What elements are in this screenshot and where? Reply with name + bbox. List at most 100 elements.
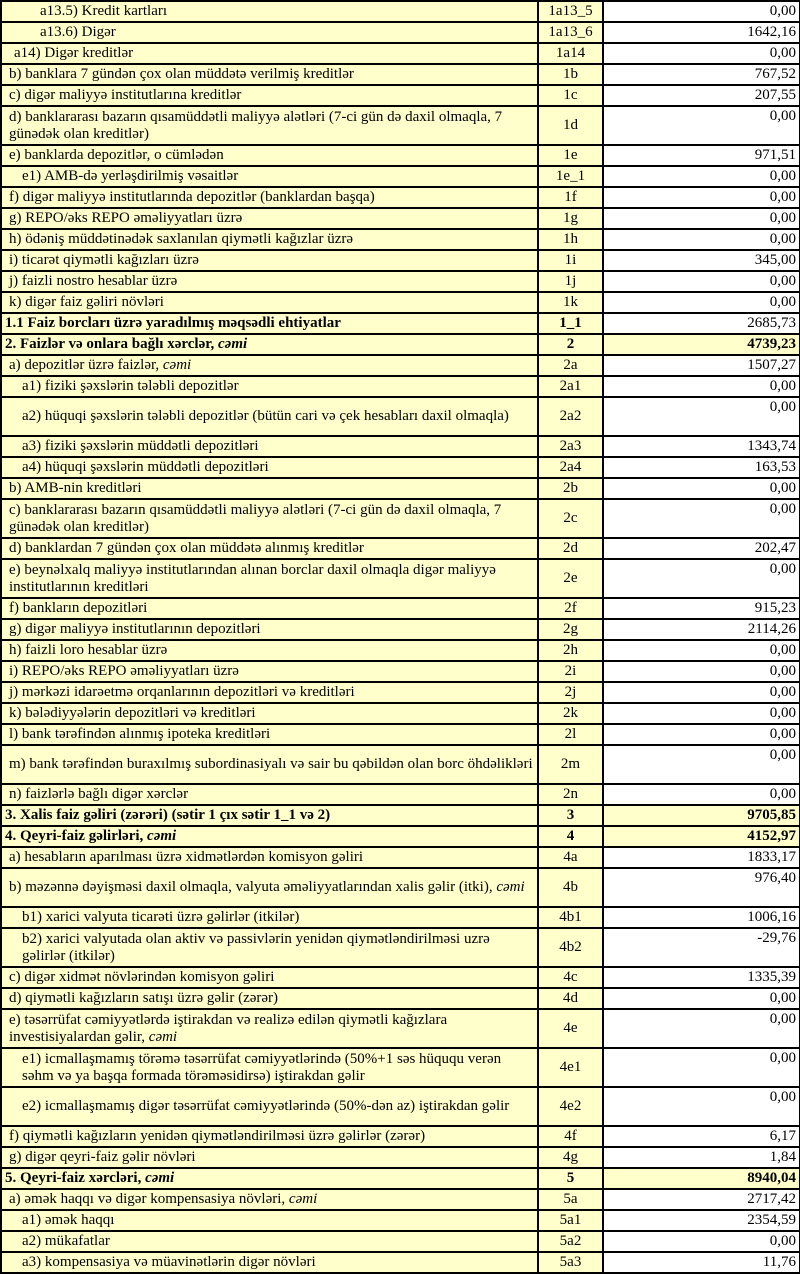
- table-row: j) mərkəzi idarəetmə orqanlarının depozi…: [0, 681, 800, 704]
- table-row: 1.1 Faiz borcları üzrə yaradılmış məqsəd…: [0, 312, 800, 335]
- table-row: a1) fiziki şəxslərin tələbli depozitlər 2…: [0, 375, 800, 398]
- table-row: d) banklararası bazarın qısamüddətli mal…: [0, 105, 800, 146]
- table-row: e) banklarda depozitlər, o cümlədən 1e 971…: [0, 144, 800, 167]
- row-label: i) ticarət qiymətli kağızları üzrə: [9, 252, 199, 268]
- row-code-cell: 2l: [537, 723, 604, 746]
- row-label-cell: a1) əmək haqqı: [0, 1209, 539, 1232]
- row-code: 1a14: [555, 45, 586, 61]
- row-label-cell: f) qiymətli kağızların yenidən qiymətlən…: [0, 1125, 539, 1148]
- row-value: 0,00: [769, 705, 796, 721]
- row-code: 1j: [564, 273, 577, 289]
- row-label-cell: a1) fiziki şəxslərin tələbli depozitlər: [0, 375, 539, 398]
- table-row: b1) xarici valyuta ticarəti üzrə gəlirlə…: [0, 906, 800, 929]
- row-label-cell: 4. Qeyri-faiz gəlirləri, cəmi: [0, 825, 539, 848]
- row-label-cell: f) bankların depozitləri: [0, 597, 539, 620]
- row-value-cell: 4739,23: [602, 333, 800, 356]
- row-label: e1) AMB-də yerləşdirilmiş vəsaitlər: [22, 168, 239, 184]
- row-value: 0,00: [769, 990, 796, 1006]
- row-label: g) digər qeyri-faiz gəlir növləri: [9, 1149, 196, 1165]
- row-value: 2685,73: [747, 315, 796, 331]
- row-code: 4c: [563, 969, 578, 985]
- row-value-cell: 1006,16: [602, 906, 800, 929]
- row-value: 2717,42: [747, 1191, 796, 1207]
- row-code-cell: 5a: [537, 1188, 604, 1211]
- row-code-cell: 1d: [537, 105, 604, 146]
- row-code: 4b: [563, 879, 578, 895]
- table-row: c) digər xidmət növlərindən komisyon gəl…: [0, 966, 800, 989]
- row-value-cell: 0,00: [602, 42, 800, 65]
- row-code-cell: 4e1: [537, 1047, 604, 1088]
- row-code: 1_1: [559, 315, 582, 331]
- table-row: a) depozitlər üzrə faizlər, cəmi 2a 1507,2…: [0, 354, 800, 377]
- row-label-cell: a13.6) Digər: [0, 21, 539, 44]
- row-value: 8940,04: [747, 1170, 796, 1186]
- row-code-cell: 2b: [537, 477, 604, 500]
- row-code-cell: 2a1: [537, 375, 604, 398]
- row-label: 3. Xalis faiz gəliri (zərəri) (sətir 1 ç…: [5, 807, 331, 823]
- row-code: 2j: [564, 684, 577, 700]
- row-value: 4739,23: [747, 336, 796, 352]
- table-row: d) qiymətli kağızların satışı üzrə gəlir…: [0, 987, 800, 1010]
- row-value-cell: 1335,39: [602, 966, 800, 989]
- row-value-cell: 0,00: [602, 477, 800, 500]
- row-label: f) digər maliyyə institutlarında depozit…: [9, 189, 375, 205]
- row-value: 163,53: [754, 459, 796, 475]
- row-value: 1,84: [769, 1149, 796, 1165]
- row-value-cell: 9705,85: [602, 804, 800, 827]
- row-value: 976,40: [754, 870, 796, 886]
- row-code: 4e1: [559, 1059, 582, 1075]
- row-label: b) banklara 7 gündən çox olan müddətə ve…: [9, 66, 354, 82]
- row-value: 971,51: [754, 147, 796, 163]
- row-code: 2a4: [559, 459, 582, 475]
- row-label-italic: cəmi: [148, 1028, 178, 1045]
- row-label: d) banklararası bazarın qısamüddətli mal…: [9, 108, 503, 142]
- row-value-cell: 163,53: [602, 456, 800, 479]
- row-value-cell: 2685,73: [602, 312, 800, 335]
- row-code-cell: 2: [537, 333, 604, 356]
- row-label-cell: k) digər faiz gəliri növləri: [0, 291, 539, 314]
- table-row: a) əmək haqqı və digər kompensasiya növl…: [0, 1188, 800, 1211]
- row-value: 207,55: [754, 87, 796, 103]
- row-label-cell: a2) mükafatlar: [0, 1230, 539, 1253]
- row-label-cell: d) banklararası bazarın qısamüddətli mal…: [0, 105, 539, 146]
- table-row: b) banklara 7 gündən çox olan müddətə ve…: [0, 63, 800, 86]
- row-code-cell: 2h: [537, 639, 604, 662]
- row-value-cell: 1507,27: [602, 354, 800, 377]
- row-code-cell: 4a: [537, 846, 604, 869]
- row-label-italic: cəmi: [145, 1170, 175, 1186]
- row-code: 4e2: [559, 1098, 582, 1114]
- row-label-cell: l) bank tərəfindən alınmış ipoteka kredi…: [0, 723, 539, 746]
- row-label: e) təsərrüfat cəmiyyətlərdə iştirakdan v…: [9, 1011, 448, 1045]
- row-label: a14) Digər kreditlər: [14, 45, 134, 61]
- row-value: 0,00: [769, 561, 796, 577]
- row-value: 915,23: [754, 600, 796, 616]
- row-value: 1507,27: [747, 357, 796, 373]
- row-value-cell: 0,00: [602, 165, 800, 188]
- table-row: 4. Qeyri-faiz gəlirləri, cəmi 4 4152,97: [0, 825, 800, 848]
- row-label: l) bank tərəfindən alınmış ipoteka kredi…: [9, 726, 271, 742]
- row-value: 0,00: [769, 747, 796, 763]
- row-label: f) bankların depozitləri: [9, 600, 148, 616]
- row-code: 2a3: [559, 438, 582, 454]
- row-value: 0,00: [769, 399, 796, 415]
- row-value-cell: 207,55: [602, 84, 800, 107]
- row-label-italic: cəmi: [218, 336, 248, 352]
- row-label-cell: e2) icmallaşmamış digər təsərrüfat cəmiy…: [0, 1086, 539, 1127]
- row-code: 2f: [564, 600, 577, 616]
- table-row: a2) hüquqi şəxslərin tələbli depozitlər …: [0, 396, 800, 437]
- row-label: b) məzənnə dəyişməsi daxil olmaqla, valy…: [9, 879, 497, 895]
- table-row: a1) əmək haqqı 5a1 2354,59: [0, 1209, 800, 1232]
- row-code: 2l: [564, 726, 577, 742]
- row-label-cell: e1) AMB-də yerləşdirilmiş vəsaitlər: [0, 165, 539, 188]
- row-value: 0,00: [769, 1089, 796, 1105]
- row-label-cell: m) bank tərəfindən buraxılmış subordinas…: [0, 744, 539, 785]
- row-code-cell: 1_1: [537, 312, 604, 335]
- row-value: 0,00: [769, 726, 796, 742]
- row-label-cell: i) ticarət qiymətli kağızları üzrə: [0, 249, 539, 272]
- row-value: 1006,16: [747, 909, 796, 925]
- row-code-cell: 5a1: [537, 1209, 604, 1232]
- row-code: 1a13_5: [548, 3, 593, 19]
- row-code: 1c: [563, 87, 578, 103]
